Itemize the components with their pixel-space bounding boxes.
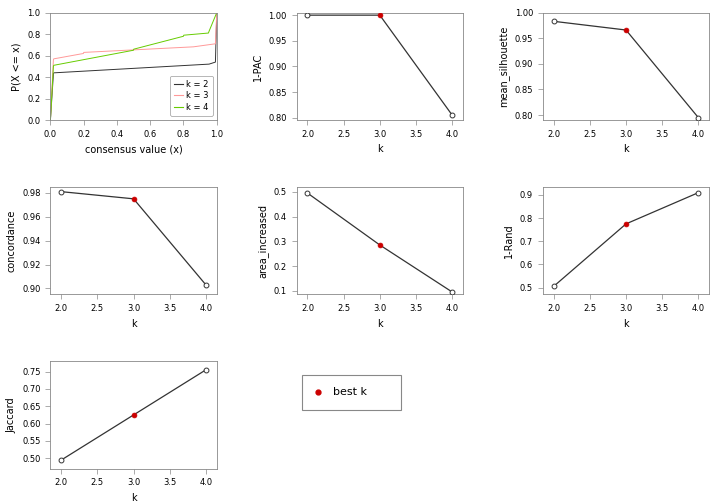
X-axis label: k: k — [377, 145, 382, 154]
Y-axis label: P(X <= x): P(X <= x) — [12, 42, 22, 91]
X-axis label: k: k — [131, 319, 136, 329]
X-axis label: k: k — [624, 319, 629, 329]
Bar — [302, 375, 402, 410]
Y-axis label: 1-Rand: 1-Rand — [504, 223, 514, 258]
Y-axis label: concordance: concordance — [6, 210, 17, 272]
Text: best k: best k — [333, 388, 367, 397]
X-axis label: k: k — [131, 493, 136, 503]
Y-axis label: Jaccard: Jaccard — [6, 397, 17, 433]
Y-axis label: 1-PAC: 1-PAC — [253, 52, 263, 81]
Y-axis label: area_increased: area_increased — [257, 204, 268, 278]
Legend: k = 2, k = 3, k = 4: k = 2, k = 3, k = 4 — [170, 76, 212, 116]
X-axis label: consensus value (x): consensus value (x) — [85, 145, 182, 154]
X-axis label: k: k — [624, 145, 629, 154]
Y-axis label: mean_silhouette: mean_silhouette — [498, 26, 509, 107]
X-axis label: k: k — [377, 319, 382, 329]
